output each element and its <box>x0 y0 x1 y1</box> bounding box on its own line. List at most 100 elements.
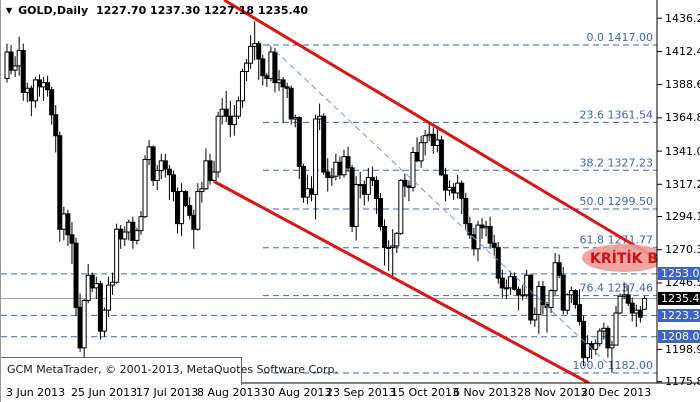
candle-bearish <box>467 223 473 236</box>
candle-bearish <box>191 214 197 230</box>
candle-bearish <box>459 182 465 200</box>
candle-bearish <box>605 327 611 349</box>
candle-bearish <box>451 186 457 194</box>
candle-bullish <box>552 262 558 292</box>
candle-bullish <box>333 161 339 177</box>
candle-bullish <box>179 191 185 225</box>
candles[interactable] <box>4 21 647 376</box>
candle-bullish <box>394 232 400 247</box>
candle-bullish <box>81 299 87 349</box>
candle-bearish <box>97 283 103 332</box>
candle-bearish <box>528 274 534 321</box>
candle-bullish <box>313 118 319 195</box>
candle-bearish <box>430 133 436 146</box>
candle-bullish <box>483 225 489 229</box>
candle-bullish <box>101 309 107 332</box>
candle-bearish <box>406 185 412 188</box>
candle-bearish <box>65 213 71 236</box>
candle-bullish <box>276 79 282 84</box>
candle-bullish <box>475 224 481 250</box>
candle-bullish <box>617 295 623 314</box>
candle-bearish <box>345 156 351 169</box>
watermark-text: GCM MetaTrader, © 2001-2013, MetaQuotes … <box>7 363 338 376</box>
candle-bearish <box>629 302 635 314</box>
candle-bullish <box>114 228 120 283</box>
dashed-trendline <box>267 43 608 364</box>
candle-bearish <box>57 135 63 230</box>
candle-bearish <box>183 191 189 207</box>
candle-bullish <box>215 115 221 173</box>
candle-bearish <box>69 234 75 244</box>
candle-bullish <box>357 184 363 187</box>
candle-bullish <box>386 246 392 249</box>
date-tick-label: 20 Dec 2013 <box>581 386 652 399</box>
symbol-period-label: GOLD,Daily <box>18 4 89 17</box>
candle-bullish <box>524 274 530 296</box>
candle-bullish <box>426 133 432 137</box>
candle-bullish <box>24 87 30 93</box>
candle-bearish <box>540 285 546 306</box>
candle-bullish <box>317 115 323 120</box>
candle-bearish <box>325 171 331 179</box>
plot-layer: 0.0 1417.00 23.6 1361.54 38.2 1327.23 50.0 … <box>1 0 666 383</box>
candle-bullish <box>422 135 428 144</box>
candle-bullish <box>304 188 310 198</box>
channel-lower-line[interactable] <box>214 180 590 383</box>
candle-bearish <box>272 51 278 84</box>
candle-bearish <box>625 294 631 304</box>
candle-bearish <box>361 184 367 195</box>
time-axis[interactable]: 3 Jun 2013 25 Jun 2013 17 Jul 2013 8 Aug 20… <box>1 384 700 402</box>
candle-bullish <box>455 182 461 194</box>
candle-bullish <box>219 108 225 117</box>
candle-bearish <box>170 174 176 193</box>
candle-bullish <box>434 139 440 146</box>
candle-bullish <box>110 281 116 286</box>
candle-bullish <box>142 158 148 218</box>
channel-upper-line[interactable] <box>223 0 657 261</box>
candle-bearish <box>166 168 172 176</box>
candle-bearish <box>118 228 124 240</box>
candle-bearish <box>438 139 444 176</box>
date-tick-label: 23 Sep 2013 <box>326 386 396 399</box>
candle-bullish <box>507 276 513 289</box>
candle-bearish <box>491 242 497 248</box>
candle-bullish <box>268 51 274 79</box>
date-tick-label: 30 Aug 2013 <box>261 386 332 399</box>
date-tick-label: 6 Nov 2013 <box>453 386 517 399</box>
candle-bullish <box>390 245 396 248</box>
date-tick-label: 15 Oct 2013 <box>391 386 460 399</box>
candle-bullish <box>520 294 526 297</box>
candle-bullish <box>239 71 245 102</box>
candle-bearish <box>77 306 83 349</box>
candle-bullish <box>633 309 639 314</box>
candle-bearish <box>175 191 181 225</box>
date-tick-label: 28 Nov 2013 <box>517 386 588 399</box>
candle-bearish <box>130 221 136 241</box>
candle-bullish <box>621 294 627 297</box>
candle-bearish <box>378 198 384 227</box>
candle-bullish <box>398 179 404 234</box>
candle-bullish <box>353 184 359 227</box>
candle-bullish <box>329 175 335 179</box>
candle-bearish <box>463 198 469 225</box>
candle-bullish <box>292 117 298 120</box>
fib-level-label: 50.0 1299.50 <box>580 195 653 208</box>
candle-bullish <box>244 62 250 73</box>
ohlc-values: 1227.70 1237.30 1227.18 1235.40 <box>96 4 309 17</box>
candle-bullish <box>597 330 603 345</box>
date-tick-label: 3 Jun 2013 <box>6 386 66 399</box>
candle-bearish <box>479 224 485 229</box>
critical-zone-ellipse[interactable] <box>582 244 666 272</box>
candle-bullish <box>447 186 453 191</box>
candle-bearish <box>382 225 388 248</box>
candle-bearish <box>260 58 266 77</box>
candle-bearish <box>264 75 270 79</box>
candle-bullish <box>601 327 607 332</box>
candle-bullish <box>231 115 237 126</box>
candle-bullish <box>211 171 217 181</box>
candle-bullish <box>16 50 22 67</box>
candle-bullish <box>548 290 554 308</box>
candle-bearish <box>296 117 302 167</box>
candle-bearish <box>36 79 42 88</box>
